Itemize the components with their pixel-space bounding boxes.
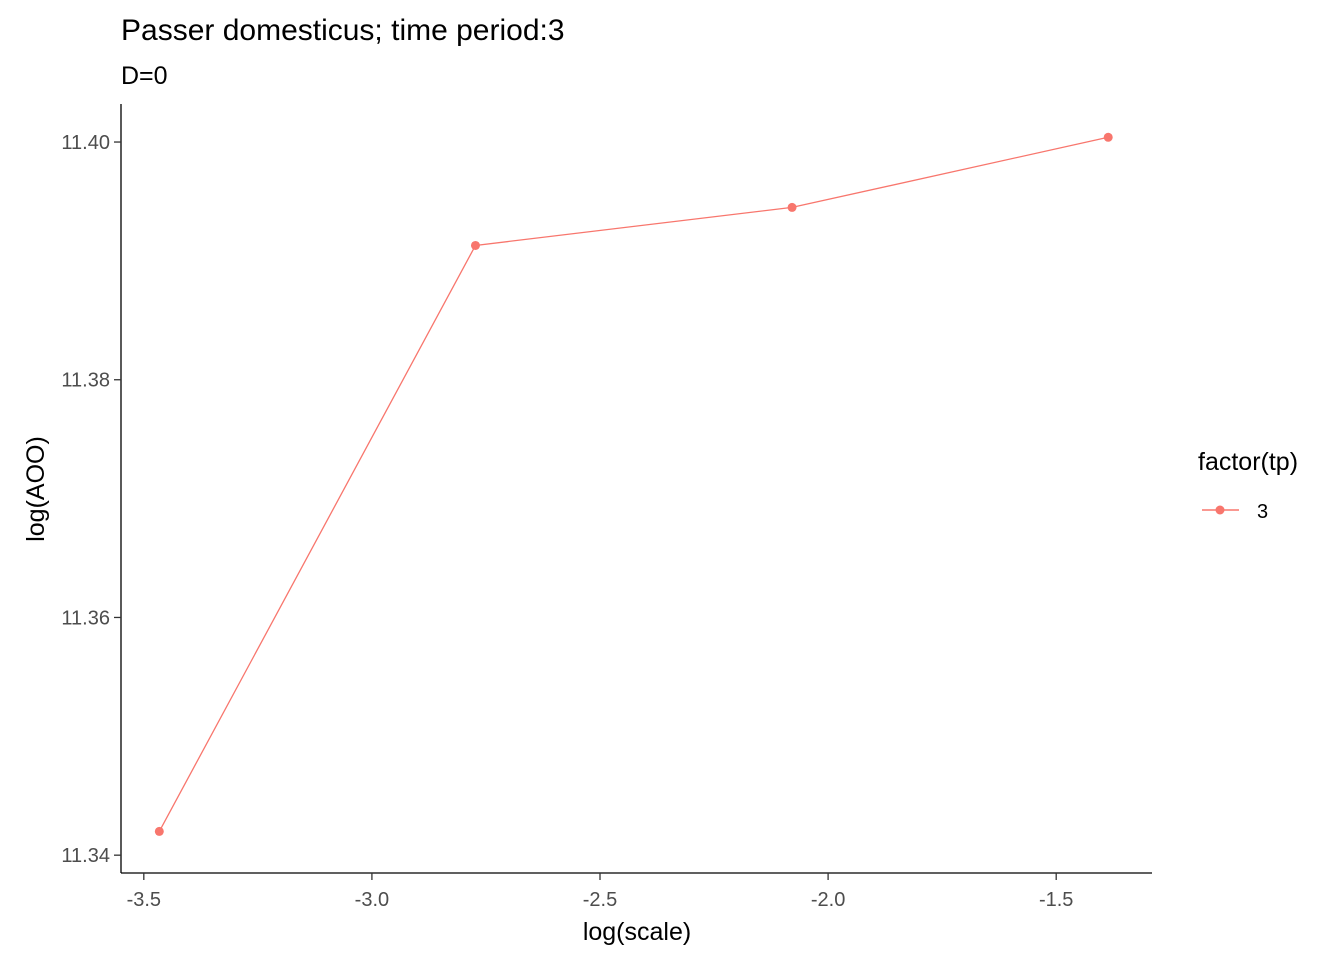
y-tick-label: 11.40: [61, 132, 110, 154]
x-tick-label: -3.0: [355, 889, 389, 911]
legend-title: factor(tp): [1198, 448, 1298, 476]
x-tick-label: -1.5: [1039, 889, 1073, 911]
data-point: [470, 240, 480, 250]
chart-subtitle: D=0: [121, 62, 168, 90]
y-axis-title: log(AOO): [22, 436, 50, 542]
x-tick-label: -2.0: [811, 889, 845, 911]
x-tick-label: -2.5: [583, 889, 617, 911]
chart-title: Passer domesticus; time period:3: [121, 14, 565, 47]
y-tick-label: 11.38: [61, 370, 110, 392]
legend: factor(tp) 3: [1198, 448, 1298, 523]
y-tick-label: 11.34: [61, 845, 110, 867]
data-point: [1103, 132, 1113, 142]
legend-key-point: [1215, 505, 1225, 515]
data-point: [154, 826, 164, 836]
y-tick-label: 11.36: [61, 607, 110, 629]
series-layer: [154, 132, 1113, 836]
series-line: [158, 136, 1109, 832]
y-axis-ticks: 11.34 11.36 11.38 11.40: [61, 132, 121, 867]
x-axis-ticks: -3.5 -3.0 -2.5 -2.0 -1.5: [127, 873, 1073, 911]
x-tick-label: -3.5: [127, 889, 161, 911]
plot-panel: -3.5 -3.0 -2.5 -2.0 -1.5 11.34 11.36 11.38 11.4…: [61, 104, 1152, 911]
x-axis-title: log(scale): [583, 918, 691, 946]
data-point: [787, 202, 797, 212]
legend-label: 3: [1257, 501, 1268, 523]
